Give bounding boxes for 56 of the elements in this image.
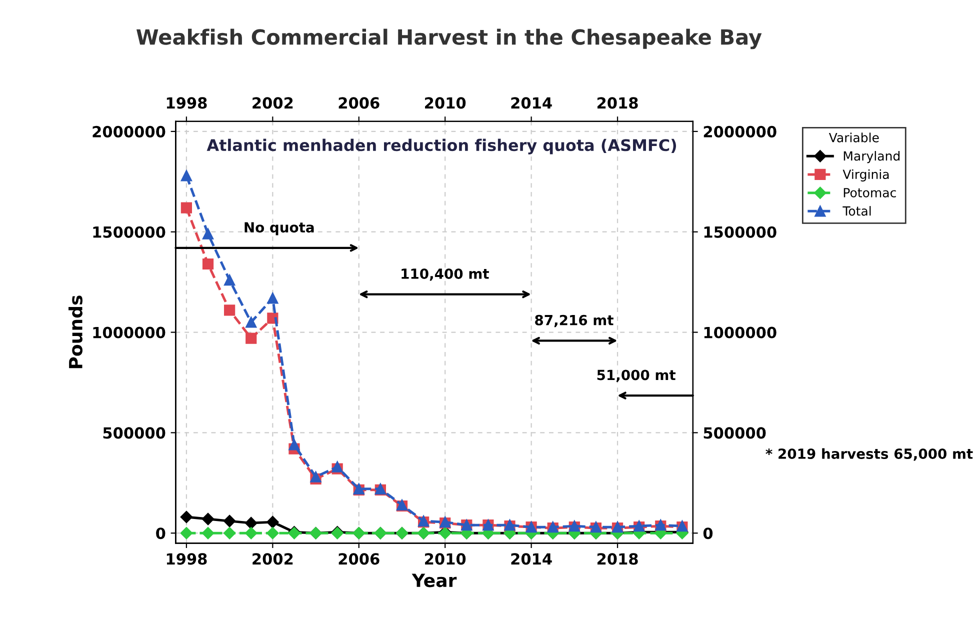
point	[224, 274, 236, 286]
y2-tick-label: 0	[703, 528, 713, 540]
y2-tick-label: 500000	[704, 427, 766, 439]
point	[202, 228, 214, 240]
point	[202, 258, 214, 270]
point	[180, 527, 193, 540]
y-tick-label: 1000000	[93, 326, 166, 338]
x-tick-label: 2010	[425, 553, 466, 565]
point	[246, 332, 257, 344]
point	[223, 527, 236, 540]
x-tick-label: 2018	[597, 553, 638, 565]
y-axis-title: Pounds	[68, 296, 82, 368]
point	[180, 170, 192, 182]
point	[246, 316, 257, 328]
x-tick-label: 2014	[511, 553, 552, 565]
point	[288, 439, 300, 450]
annotation: 51,000 mt	[597, 370, 676, 382]
point	[224, 304, 236, 316]
point	[202, 527, 214, 540]
y-tick-label: 2000000	[92, 126, 166, 138]
x2-tick-label: 2018	[597, 97, 638, 109]
point	[245, 516, 258, 530]
point	[245, 527, 258, 540]
point	[202, 512, 214, 526]
x2-tick-label: 2006	[338, 97, 380, 109]
x-tick-label: 2002	[252, 553, 293, 565]
annotation: Atlantic menhaden reduction fishery quota (ASMFC)	[206, 138, 676, 154]
annotation: No quota	[244, 222, 314, 236]
annotation: 87,216 mt	[535, 314, 614, 328]
y-tick-label: 1500000	[93, 226, 166, 238]
x2-tick-label: 2010	[425, 97, 466, 109]
y2-tick-label: 2000000	[704, 126, 776, 138]
x2-tick-label: 2014	[511, 97, 552, 109]
y-tick-label: 500000	[103, 427, 166, 439]
annotation: 110,400 mt	[402, 268, 489, 281]
legend-label: Potomac	[844, 188, 896, 198]
point	[267, 292, 278, 304]
legend-label: Total	[842, 206, 871, 216]
x-tick-label: 1998	[166, 553, 207, 565]
legend-title: Variable	[828, 132, 879, 142]
point	[223, 514, 236, 528]
x-tick-label: 2006	[338, 553, 380, 565]
chart-title: Weakfish Commercial Harvest in the Chesapeake Bay	[136, 28, 762, 50]
x-axis-title: Year	[412, 574, 457, 588]
x2-tick-label: 1998	[166, 97, 207, 109]
point	[180, 202, 192, 214]
point	[180, 510, 193, 524]
y2-tick-label: 1000000	[704, 326, 776, 338]
legend-label: Maryland	[844, 151, 900, 164]
text: * 2019 harvests 65,000 mt	[766, 448, 973, 461]
y-tick-label: 0	[156, 528, 166, 540]
point	[266, 527, 279, 540]
point	[266, 516, 279, 528]
legend-label: Virginia	[842, 169, 889, 182]
y2-tick-label: 1500000	[704, 226, 776, 238]
x2-tick-label: 2002	[252, 97, 293, 109]
